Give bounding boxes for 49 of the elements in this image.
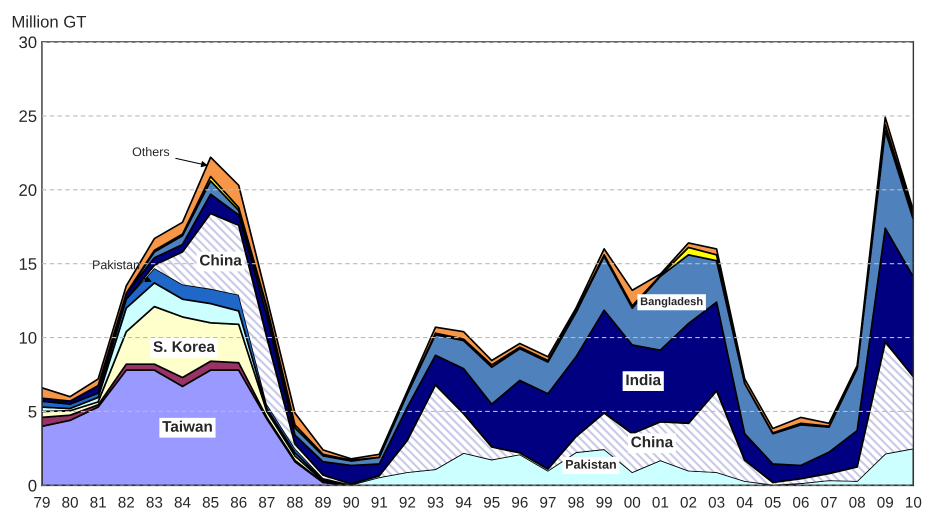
y-tick-label: 30	[19, 36, 36, 48]
x-tick-label: 90	[343, 496, 360, 508]
y-axis-title: Million GT	[12, 15, 86, 28]
x-tick-label: 00	[624, 496, 640, 508]
annotation: Taiwan	[162, 420, 212, 432]
y-tick-label: 0	[28, 480, 36, 492]
x-tick-label: 98	[568, 496, 584, 508]
x-tick-label: 80	[62, 496, 78, 508]
x-tick-label: 79	[34, 496, 50, 508]
x-tick-label: 01	[652, 496, 668, 508]
x-tick-label: 94	[456, 496, 472, 508]
x-tick-label: 95	[484, 496, 500, 508]
x-tick-label: 83	[146, 496, 162, 508]
x-tick-label: 10	[906, 496, 922, 508]
x-tick-label: 06	[793, 496, 809, 508]
x-tick-label: 91	[371, 496, 388, 508]
annotation: Others	[132, 147, 170, 156]
annotation: India	[626, 374, 662, 386]
x-tick-label: 89	[315, 496, 331, 508]
x-tick-label: 87	[258, 496, 275, 508]
x-tick-label: 93	[428, 496, 444, 508]
x-tick-label: 99	[596, 496, 612, 508]
y-tick-label: 15	[20, 258, 36, 270]
x-tick-label: 85	[202, 496, 218, 508]
annotation: China	[200, 254, 242, 266]
x-tick-label: 04	[736, 496, 753, 508]
annotation: Bangladesh	[640, 297, 702, 308]
x-tick-label: 81	[90, 496, 106, 508]
annotation: China	[631, 436, 674, 448]
x-tick-label: 05	[764, 496, 781, 508]
y-tick-label: 20	[19, 184, 36, 196]
x-tick-label: 82	[118, 496, 134, 508]
x-tick-label: 92	[400, 496, 416, 508]
y-tick-label: 10	[20, 332, 36, 344]
x-tick-label: 08	[849, 496, 865, 508]
annotation: S. Korea	[153, 341, 216, 352]
x-tick-label: 03	[708, 496, 724, 508]
x-tick-label: 07	[821, 496, 837, 508]
x-tick-label: 02	[680, 496, 696, 508]
annotation: Pakistan	[566, 460, 616, 469]
y-tick-label: 25	[19, 110, 36, 122]
annotation: Pakistan	[93, 260, 140, 270]
x-tick-label: 88	[287, 496, 303, 508]
x-tick-label: 86	[230, 496, 247, 508]
x-tick-label: 84	[174, 496, 191, 508]
x-tick-label: 96	[512, 496, 528, 508]
y-tick-label: 5	[28, 406, 36, 418]
x-tick-label: 09	[877, 496, 894, 508]
x-tick-label: 97	[540, 496, 556, 508]
